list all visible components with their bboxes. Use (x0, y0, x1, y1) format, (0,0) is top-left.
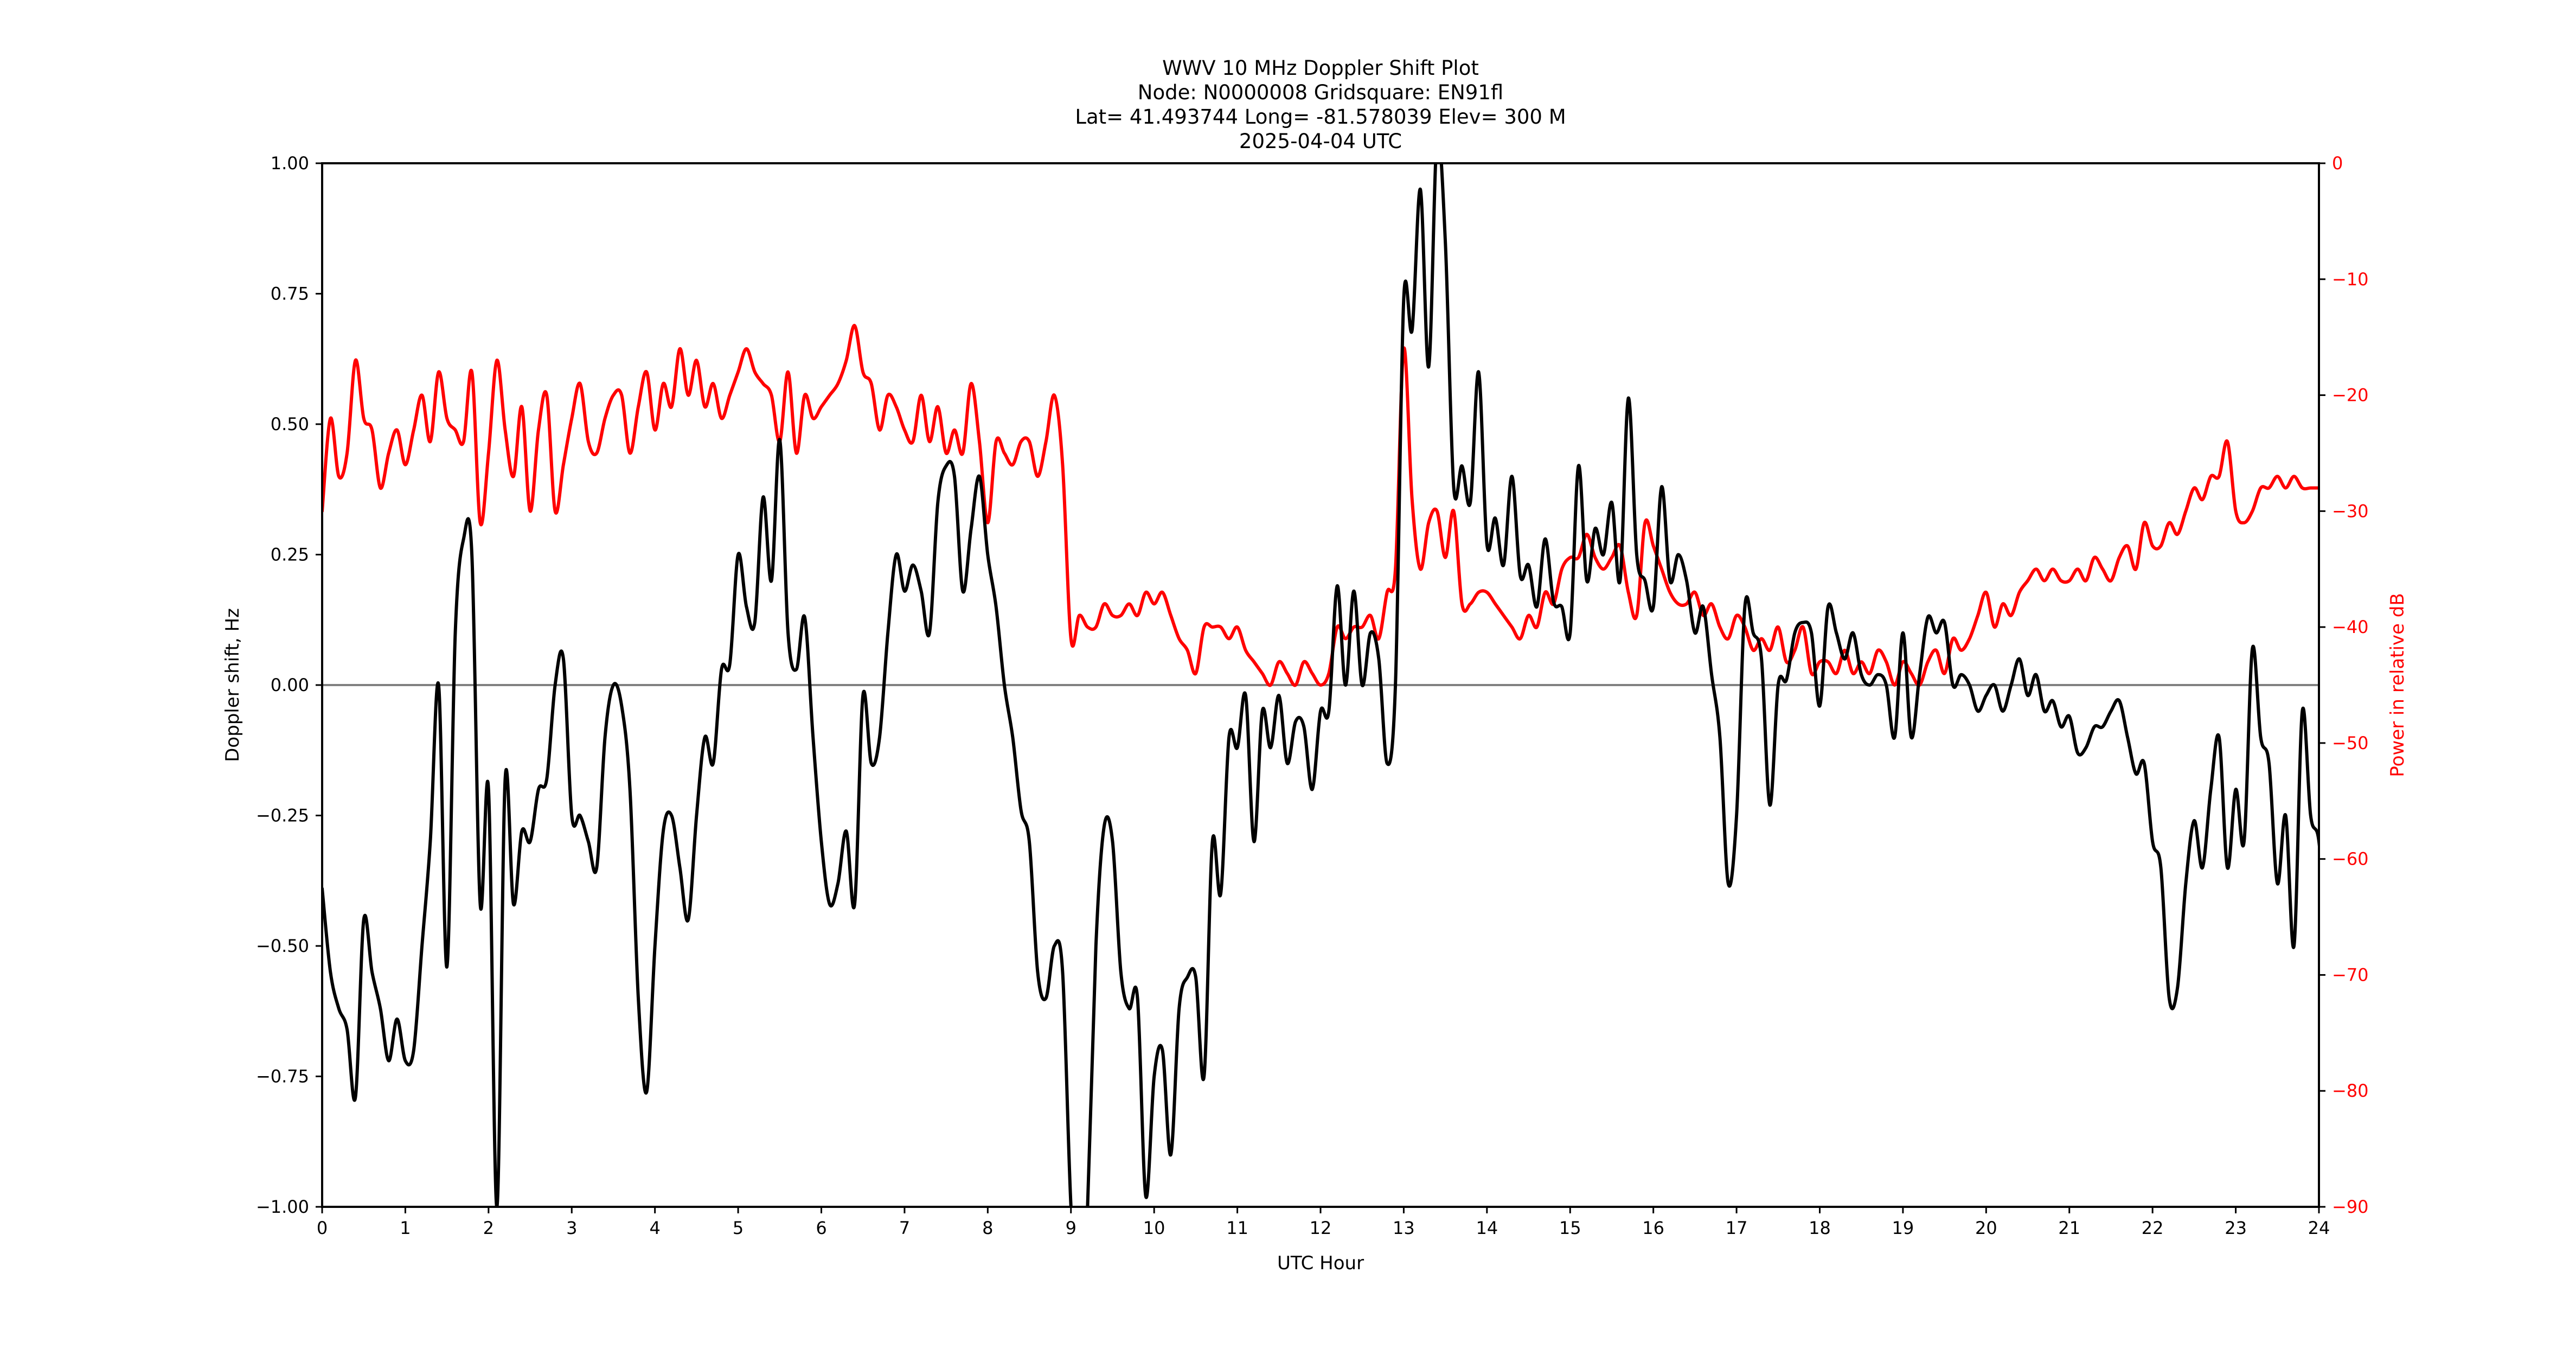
x-tick-label: 7 (899, 1218, 910, 1238)
y-tick-label: 0.25 (271, 545, 309, 565)
x-tick-label: 21 (2058, 1218, 2080, 1238)
y2-tick-label: −60 (2332, 849, 2369, 869)
y-tick-label: 1.00 (271, 153, 309, 174)
x-tick-label: 22 (2142, 1218, 2164, 1238)
y2-tick-label: −80 (2332, 1080, 2369, 1101)
y2-tick-label: −10 (2332, 269, 2369, 290)
y2-tick-label: −40 (2332, 617, 2369, 637)
doppler-series-line (322, 163, 2319, 1207)
y-axis-label: Doppler shift, Hz (222, 608, 243, 762)
x-tick-label: 24 (2308, 1218, 2330, 1238)
x-tick-label: 4 (649, 1218, 660, 1238)
x-tick-label: 6 (816, 1218, 826, 1238)
x-tick-label: 2 (483, 1218, 494, 1238)
y2-axis-ticks: 0 −10 −20 −30 −40 −50 −60 −70 −80 −90 (2319, 153, 2369, 1217)
x-tick-label: 11 (1226, 1218, 1248, 1238)
x-tick-label: 18 (1809, 1218, 1831, 1238)
x-tick-label: 5 (733, 1218, 744, 1238)
y2-axis-label: Power in relative dB (2387, 593, 2408, 777)
y-tick-label: 0.00 (271, 675, 309, 695)
x-tick-label: 8 (982, 1218, 993, 1238)
x-axis-label: UTC Hour (1277, 1252, 1364, 1274)
x-tick-label: 0 (317, 1218, 328, 1238)
x-tick-label: 12 (1310, 1218, 1332, 1238)
chart-subtitle-node: Node: N0000008 Gridsquare: EN91fl (1138, 81, 1503, 104)
y-tick-label: 0.50 (271, 414, 309, 434)
y-tick-label: −1.00 (256, 1197, 309, 1217)
y2-tick-label: −30 (2332, 501, 2369, 521)
x-tick-label: 14 (1476, 1218, 1498, 1238)
chart-subtitle-location: Lat= 41.493744 Long= -81.578039 Elev= 30… (1075, 105, 1566, 129)
chart-title: WWV 10 MHz Doppler Shift Plot (1162, 56, 1479, 80)
y-tick-label: −0.50 (256, 936, 309, 956)
x-axis-ticks: 0 1 2 3 4 5 6 7 8 9 10 11 12 13 14 15 16 17 18 19 20 21 22 23 24 (317, 1207, 2330, 1238)
x-tick-label: 13 (1393, 1218, 1415, 1238)
chart-subtitle-date: 2025-04-04 UTC (1239, 130, 1402, 153)
y2-tick-label: 0 (2332, 153, 2343, 174)
y-tick-label: 0.75 (271, 284, 309, 304)
x-tick-label: 9 (1066, 1218, 1076, 1238)
x-tick-label: 20 (1975, 1218, 1997, 1238)
x-tick-label: 3 (566, 1218, 577, 1238)
y-axis-ticks: 1.00 0.75 0.50 0.25 0.00 −0.25 −0.50 −0.75 −1.00 (256, 153, 322, 1217)
power-series-line (322, 324, 2319, 687)
y-tick-label: −0.25 (256, 805, 309, 826)
chart-title-block: WWV 10 MHz Doppler Shift Plot Node: N000… (1075, 56, 1566, 153)
y2-tick-label: −50 (2332, 733, 2369, 753)
x-tick-label: 23 (2225, 1218, 2247, 1238)
y-tick-label: −0.75 (256, 1066, 309, 1087)
plot-series (322, 163, 2319, 1207)
x-tick-label: 1 (400, 1218, 411, 1238)
x-tick-label: 19 (1892, 1218, 1914, 1238)
y2-tick-label: −20 (2332, 385, 2369, 406)
x-tick-label: 15 (1559, 1218, 1581, 1238)
y2-tick-label: −70 (2332, 964, 2369, 985)
x-tick-label: 10 (1143, 1218, 1165, 1238)
x-tick-label: 16 (1642, 1218, 1664, 1238)
x-tick-label: 17 (1726, 1218, 1748, 1238)
y2-tick-label: −90 (2332, 1197, 2369, 1217)
